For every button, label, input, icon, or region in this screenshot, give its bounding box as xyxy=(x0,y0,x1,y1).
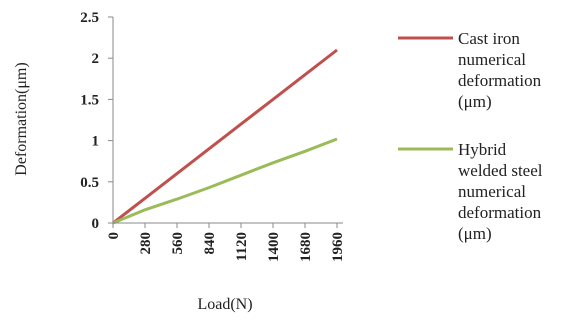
x-axis-title: Load(N) xyxy=(197,296,252,313)
legend-label: (μm) xyxy=(458,92,492,111)
legend-label: deformation xyxy=(458,203,542,222)
legend-label: Cast iron xyxy=(458,29,520,48)
x-tick-labels: 0 280 560 840 1120 1400 1680 1960 xyxy=(106,223,346,262)
x-tick-label: 560 xyxy=(170,232,186,255)
x-tick-label: 0 xyxy=(106,232,122,240)
legend-label: deformation xyxy=(458,71,542,90)
y-tick-label: 0 xyxy=(92,216,100,232)
series-line-2 xyxy=(112,137,338,225)
x-tick-label: 280 xyxy=(138,232,154,255)
plot-area xyxy=(112,48,338,225)
y-tick-label: 1 xyxy=(92,134,100,150)
x-tick-label: 1120 xyxy=(234,232,250,261)
y-tick-label: 2 xyxy=(92,51,100,67)
y-axis-title: Deformation(μm) xyxy=(13,62,30,175)
x-tick-label: 1960 xyxy=(330,232,346,262)
legend-label: (μm) xyxy=(458,224,492,243)
legend-label: numerical xyxy=(458,50,526,69)
legend-label: numerical xyxy=(458,182,526,201)
series-line-1 xyxy=(112,48,338,225)
y-tick-label: 0.5 xyxy=(80,175,99,191)
y-tick-labels: 0 0.5 1 1.5 2 2.5 xyxy=(80,10,113,232)
legend-entry-2: Hybrid welded steel numerical deformation (μ… xyxy=(398,140,543,243)
x-tick-label: 1680 xyxy=(298,232,314,262)
legend-label: welded steel xyxy=(458,161,543,180)
y-tick-label: 1.5 xyxy=(80,92,99,108)
x-tick-label: 840 xyxy=(202,232,218,255)
legend-entry-1: Cast iron numerical deformation (μm) xyxy=(398,29,542,111)
legend: Cast iron numerical deformation (μm) Hybrid w… xyxy=(398,29,543,243)
legend-label: Hybrid xyxy=(458,140,507,159)
axes xyxy=(112,17,343,224)
x-tick-label: 1400 xyxy=(266,232,282,262)
y-tick-label: 2.5 xyxy=(80,10,99,26)
